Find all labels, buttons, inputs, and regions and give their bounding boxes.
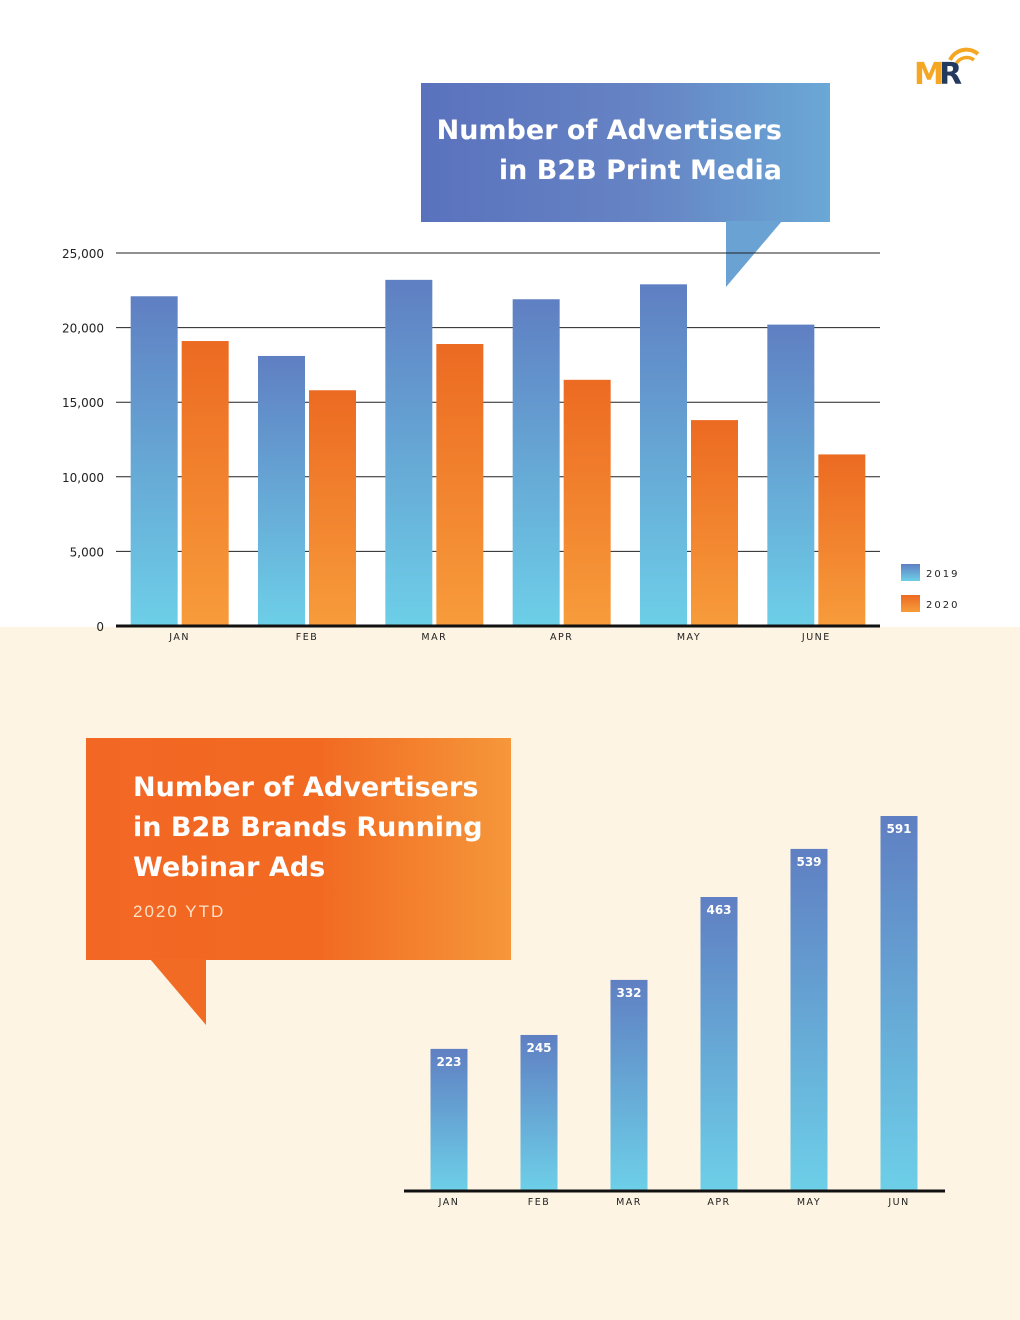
chart2-x-tick-label: JUN	[887, 1197, 909, 1208]
chart2-data-label: 591	[886, 822, 911, 836]
chart1-legend-swatch-2020	[901, 595, 920, 612]
chart1-bar-2019-mar	[385, 279, 433, 626]
chart1-x-tick-label: MAY	[677, 632, 701, 643]
chart2-x-tick-label: MAY	[797, 1197, 821, 1208]
chart1-title-line2: in B2B Print Media	[498, 155, 782, 186]
chart1-x-tick-label: JUNE	[801, 632, 831, 643]
chart2-data-label: 463	[706, 903, 731, 917]
chart1-legend-label-2020: 2020	[926, 600, 959, 611]
chart2-data-label: 539	[796, 855, 821, 869]
chart1-title-bubble: Number of Advertisers in B2B Print Media	[421, 83, 830, 222]
chart1-bar-2019-may	[640, 284, 687, 626]
chart1-bar-2019-jan	[130, 296, 178, 626]
chart2-x-tick-label: MAR	[616, 1197, 642, 1208]
chart2-data-label: 245	[526, 1041, 551, 1055]
chart1-bar-2019-apr	[512, 299, 560, 626]
chart1-bar-2019-june	[767, 324, 815, 626]
chart1-bar-2020-apr	[563, 379, 611, 626]
chart2-bar-feb	[520, 1034, 558, 1190]
chart1-title-line1: Number of Advertisers	[436, 115, 782, 146]
chart2-bar-apr	[700, 897, 738, 1190]
logo-arc-inner	[954, 55, 976, 65]
logo-arc-outer	[948, 47, 980, 61]
chart2-bar-may	[790, 848, 828, 1190]
chart1-y-tick-label: 15,000	[62, 396, 104, 410]
chart2-title-bubble: Number of Advertisers in B2B Brands Runn…	[86, 738, 511, 960]
chart1-x-tick-label: MAR	[421, 632, 447, 643]
chart1-bar-2020-june	[818, 454, 866, 626]
mr-logo: M R MR	[914, 47, 980, 90]
chart1-legend-swatch-2019	[901, 564, 920, 581]
chart1-print-media: 25,000 20,000 15,000 10,000 5,000 0 JAN FEB MAR A…	[62, 247, 959, 643]
chart1-bar-2020-mar	[436, 344, 484, 626]
chart1-y-tick-label: 10,000	[62, 471, 104, 485]
chart1-bar-2020-may	[691, 420, 738, 626]
chart2-x-tick-label: APR	[707, 1197, 730, 1208]
logo-letter-r: R	[939, 57, 962, 90]
chart1-y-tick-label: 25,000	[62, 247, 104, 261]
chart1-y-tick-label: 5,000	[70, 545, 104, 559]
chart2-title-line3: Webinar Ads	[133, 852, 326, 883]
logo-letter-m: M	[914, 57, 944, 90]
chart1-x-tick-label: APR	[550, 632, 573, 643]
chart1-bubble-tail	[726, 221, 782, 287]
chart2-bar-mar	[610, 979, 648, 1190]
chart1-bar-2019-feb	[258, 355, 305, 626]
chart1-bar-2020-feb	[309, 390, 356, 626]
chart2-title-line1: Number of Advertisers	[133, 772, 479, 803]
chart2-bubble-tail	[150, 959, 206, 1025]
chart1-y-tick-label: 20,000	[62, 322, 104, 336]
chart2-subtitle: 2020 YTD	[133, 902, 226, 921]
chart2-bar-jan	[430, 1048, 468, 1190]
chart1-legend-label-2019: 2019	[926, 569, 959, 580]
chart2-x-tick-label: FEB	[528, 1197, 550, 1208]
chart2-data-label: 223	[436, 1055, 461, 1069]
chart1-y-tick-label: 0	[96, 620, 104, 634]
chart2-title-line2: in B2B Brands Running	[133, 812, 483, 843]
chart1-x-tick-label: JAN	[168, 632, 190, 643]
chart2-bar-jun	[880, 816, 918, 1190]
chart2-data-label: 332	[616, 986, 641, 1000]
chart1-x-tick-label: FEB	[296, 632, 318, 643]
chart1-bar-2020-jan	[181, 341, 229, 626]
chart2-x-tick-label: JAN	[438, 1197, 460, 1208]
